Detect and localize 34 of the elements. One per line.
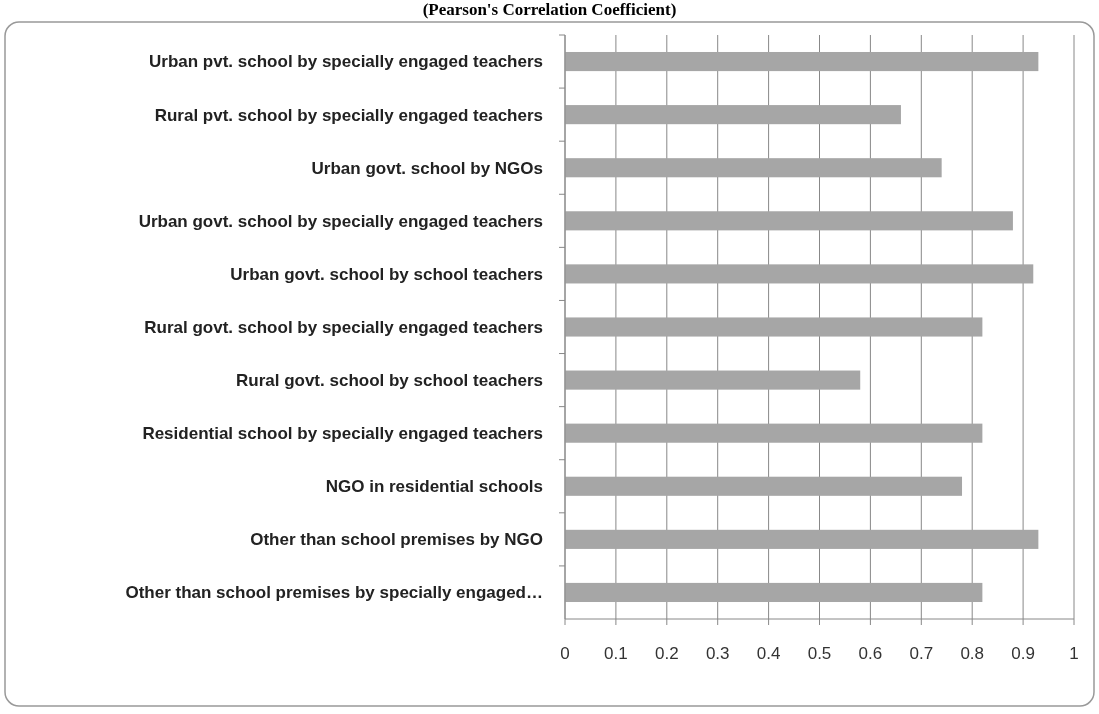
bar bbox=[565, 317, 983, 337]
y-tick-label: Rural govt. school by specially engaged teachers bbox=[144, 317, 543, 337]
x-tick-label: 0 bbox=[560, 644, 570, 663]
y-tick-label: Rural govt. school by school teachers bbox=[235, 371, 543, 391]
x-tick-label: 0.6 bbox=[858, 644, 883, 663]
bar bbox=[565, 105, 901, 125]
bar bbox=[565, 51, 1039, 72]
bar bbox=[565, 211, 1013, 231]
x-tick-label: 0.8 bbox=[960, 644, 985, 663]
bar bbox=[565, 529, 1039, 549]
y-tick-label: Urban pvt. school by specially engaged teachers bbox=[149, 52, 543, 72]
bar bbox=[565, 423, 983, 443]
y-tick-label: Urban govt. school by NGOs bbox=[311, 158, 543, 178]
y-tick-label: Urban govt. school by school teachers bbox=[230, 264, 543, 284]
x-tick-label: 0.9 bbox=[1011, 644, 1035, 663]
y-tick-label: Residential school by specially engaged teachers bbox=[142, 424, 543, 444]
x-tick-label: 0.7 bbox=[909, 644, 934, 663]
x-tick-label: 1 bbox=[1069, 644, 1079, 663]
bar bbox=[565, 158, 942, 178]
bar bbox=[565, 582, 983, 603]
x-tick-label: 0.2 bbox=[654, 644, 679, 663]
bar bbox=[565, 476, 963, 496]
bar bbox=[565, 264, 1034, 284]
x-tick-label: 0.3 bbox=[705, 644, 730, 663]
chart-title: (Pearson's Correlation Coefficient) bbox=[422, 0, 677, 19]
x-tick-label: 0.5 bbox=[807, 644, 832, 663]
y-tick-label: NGO in residential schools bbox=[325, 477, 543, 497]
bar bbox=[565, 370, 861, 390]
x-tick-label: 0.4 bbox=[756, 644, 781, 663]
y-tick-label: Other than school premises by NGO bbox=[250, 530, 543, 550]
y-tick-label: Rural pvt. school by specially engaged teachers bbox=[154, 105, 543, 125]
y-tick-label: Other than school premises by specially engaged… bbox=[125, 583, 543, 603]
x-tick-label: 0.1 bbox=[604, 644, 628, 663]
y-tick-label: Urban govt. school by specially engaged teachers bbox=[138, 211, 543, 231]
